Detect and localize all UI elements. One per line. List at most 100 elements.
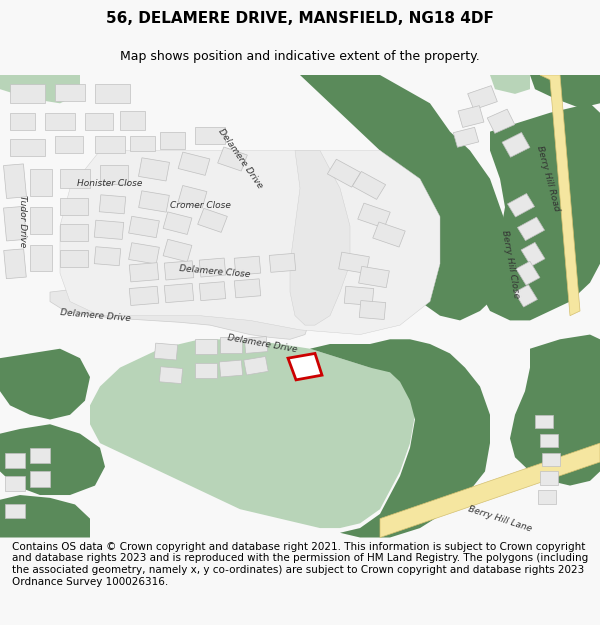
Text: Delamere Drive: Delamere Drive (226, 333, 298, 354)
Polygon shape (30, 471, 50, 486)
Polygon shape (10, 112, 35, 130)
Polygon shape (139, 191, 169, 212)
Polygon shape (30, 169, 52, 196)
Polygon shape (60, 151, 440, 334)
Polygon shape (129, 262, 159, 282)
Polygon shape (50, 278, 310, 339)
Polygon shape (197, 208, 227, 232)
Polygon shape (517, 217, 545, 241)
Polygon shape (0, 75, 80, 103)
Polygon shape (199, 258, 226, 277)
Polygon shape (163, 239, 192, 262)
Polygon shape (234, 279, 261, 298)
Polygon shape (55, 84, 85, 101)
Polygon shape (30, 245, 52, 271)
Polygon shape (55, 136, 83, 153)
Polygon shape (195, 363, 217, 378)
Polygon shape (195, 339, 217, 354)
Polygon shape (467, 86, 497, 109)
Polygon shape (0, 495, 90, 538)
Polygon shape (130, 136, 155, 151)
Polygon shape (163, 212, 192, 234)
Polygon shape (510, 334, 600, 486)
Polygon shape (358, 203, 390, 228)
Polygon shape (10, 139, 45, 156)
Polygon shape (234, 256, 261, 275)
Text: Berry Hill Road: Berry Hill Road (535, 145, 561, 212)
Polygon shape (10, 84, 45, 103)
Polygon shape (502, 132, 530, 158)
Polygon shape (269, 253, 296, 272)
Polygon shape (352, 171, 386, 199)
Polygon shape (359, 266, 389, 288)
Polygon shape (515, 285, 538, 307)
Polygon shape (95, 136, 125, 153)
Polygon shape (164, 261, 194, 280)
Polygon shape (45, 112, 75, 130)
Polygon shape (5, 476, 25, 491)
Polygon shape (100, 164, 128, 184)
Polygon shape (290, 151, 350, 325)
Polygon shape (139, 158, 170, 181)
Polygon shape (85, 112, 113, 130)
Polygon shape (538, 490, 556, 504)
Polygon shape (458, 106, 484, 127)
Polygon shape (288, 354, 322, 380)
Polygon shape (373, 222, 405, 247)
Polygon shape (359, 301, 386, 319)
Polygon shape (516, 261, 540, 285)
Polygon shape (4, 249, 26, 279)
Polygon shape (530, 75, 600, 108)
Polygon shape (60, 224, 88, 241)
Polygon shape (535, 415, 553, 428)
Polygon shape (154, 343, 178, 360)
Polygon shape (338, 252, 370, 274)
Polygon shape (328, 159, 361, 187)
Polygon shape (60, 249, 88, 267)
Polygon shape (244, 356, 268, 375)
Polygon shape (521, 242, 545, 266)
Text: Delamere Drive: Delamere Drive (216, 126, 264, 189)
Polygon shape (94, 220, 124, 239)
Polygon shape (90, 339, 415, 528)
Polygon shape (244, 336, 268, 353)
Polygon shape (310, 339, 490, 538)
Text: Delamere Drive: Delamere Drive (59, 308, 131, 323)
Polygon shape (380, 443, 600, 538)
Polygon shape (94, 247, 121, 266)
Polygon shape (542, 452, 560, 466)
Polygon shape (60, 169, 90, 188)
Polygon shape (30, 448, 50, 463)
Polygon shape (178, 152, 210, 176)
Polygon shape (4, 206, 26, 241)
Polygon shape (0, 349, 90, 419)
Polygon shape (5, 452, 25, 468)
Polygon shape (30, 207, 52, 234)
Polygon shape (540, 471, 558, 484)
Text: Berry Hill Lane: Berry Hill Lane (467, 504, 533, 533)
Polygon shape (480, 103, 600, 321)
Text: Delamere Close: Delamere Close (179, 264, 251, 279)
Polygon shape (540, 75, 580, 316)
Text: Tudor Drive: Tudor Drive (17, 195, 26, 248)
Polygon shape (95, 84, 130, 103)
Text: Map shows position and indicative extent of the property.: Map shows position and indicative extent… (120, 50, 480, 62)
Polygon shape (454, 127, 479, 148)
Polygon shape (4, 164, 26, 199)
Polygon shape (220, 360, 242, 377)
Text: Contains OS data © Crown copyright and database right 2021. This information is : Contains OS data © Crown copyright and d… (12, 542, 588, 587)
Polygon shape (195, 127, 225, 144)
Text: 56, DELAMERE DRIVE, MANSFIELD, NG18 4DF: 56, DELAMERE DRIVE, MANSFIELD, NG18 4DF (106, 11, 494, 26)
Polygon shape (220, 338, 242, 352)
Polygon shape (128, 242, 160, 264)
Polygon shape (160, 367, 182, 384)
Polygon shape (0, 424, 105, 495)
Polygon shape (128, 216, 160, 238)
Polygon shape (60, 198, 88, 215)
Polygon shape (164, 283, 194, 302)
Text: Cromer Close: Cromer Close (170, 201, 230, 210)
Polygon shape (99, 195, 126, 214)
Polygon shape (487, 109, 515, 133)
Text: Honister Close: Honister Close (77, 179, 143, 188)
Polygon shape (508, 194, 535, 217)
